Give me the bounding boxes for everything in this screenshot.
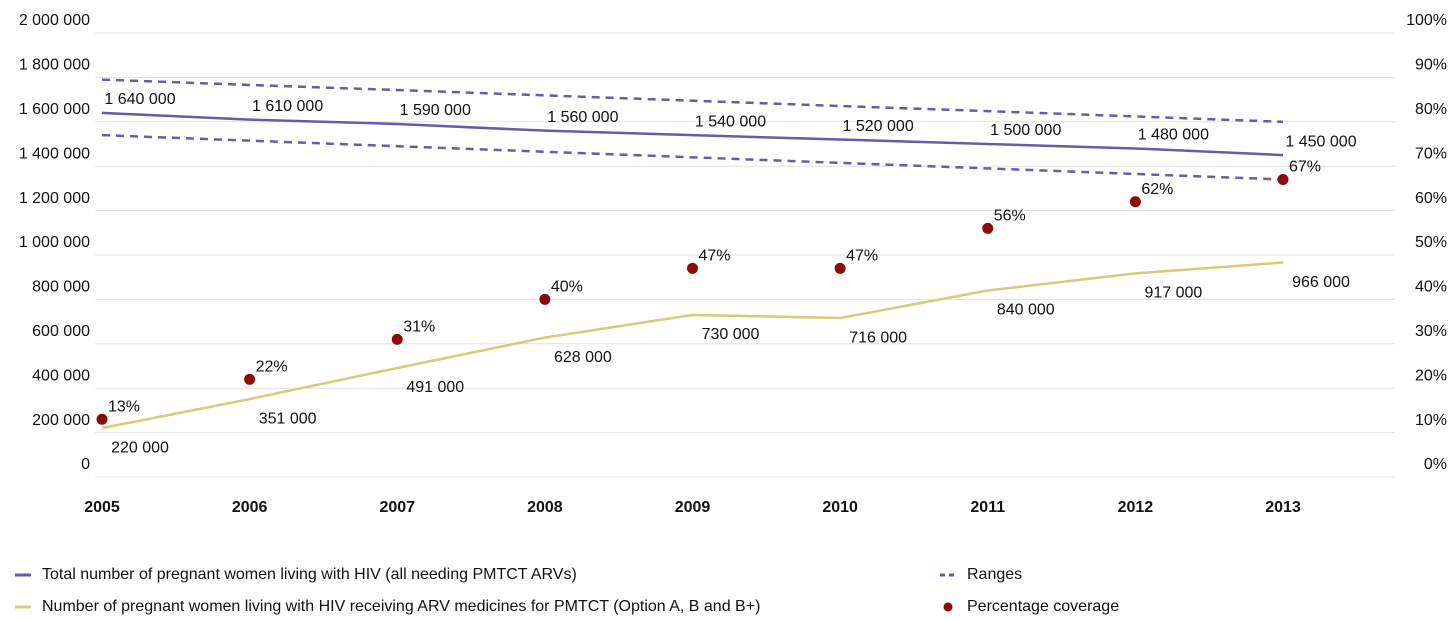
legend-marker bbox=[943, 602, 953, 612]
data-label: 40% bbox=[551, 279, 583, 296]
data-label: 628 000 bbox=[554, 349, 612, 366]
data-label: 22% bbox=[256, 359, 288, 376]
data-label: 62% bbox=[1141, 181, 1173, 198]
data-label: 1 500 000 bbox=[990, 122, 1061, 139]
data-label: 1 560 000 bbox=[547, 109, 618, 126]
data-label: 47% bbox=[699, 248, 731, 265]
y2-tick-label: 40% bbox=[1415, 279, 1447, 296]
x-tick-label: 2012 bbox=[1118, 499, 1154, 516]
x-tick-label: 2010 bbox=[822, 499, 858, 516]
data-label: 1 590 000 bbox=[400, 102, 471, 119]
legend-label: Percentage coverage bbox=[967, 598, 1119, 615]
y-tick-label: 1 400 000 bbox=[19, 145, 90, 162]
series-line bbox=[101, 261, 1284, 430]
legend-label: Ranges bbox=[967, 566, 1022, 583]
x-tick-label: 2007 bbox=[379, 499, 415, 516]
coverage-point bbox=[1129, 196, 1141, 208]
y2-tick-label: 0% bbox=[1424, 456, 1447, 473]
coverage-point bbox=[982, 222, 994, 234]
series-line bbox=[101, 111, 1284, 157]
y2-tick-label: 20% bbox=[1415, 367, 1447, 384]
coverage-point bbox=[1277, 174, 1289, 186]
x-tick-label: 2009 bbox=[675, 499, 711, 516]
legend-label: Number of pregnant women living with HIV… bbox=[42, 598, 760, 615]
x-tick-label: 2011 bbox=[970, 499, 1005, 516]
range-line bbox=[101, 78, 1284, 124]
data-label: 1 610 000 bbox=[252, 98, 323, 115]
range-line bbox=[101, 133, 1284, 181]
y2-tick-label: 30% bbox=[1415, 323, 1447, 340]
y-tick-label: 800 000 bbox=[32, 279, 90, 296]
data-label: 220 000 bbox=[111, 439, 169, 456]
data-label: 1 520 000 bbox=[843, 118, 914, 135]
legend-label: Total number of pregnant women living wi… bbox=[42, 566, 577, 583]
y-tick-label: 200 000 bbox=[32, 412, 90, 429]
coverage-point bbox=[391, 333, 403, 345]
data-label: 47% bbox=[846, 248, 878, 265]
y2-tick-label: 50% bbox=[1415, 234, 1447, 251]
data-label: 1 480 000 bbox=[1138, 127, 1209, 144]
y-tick-label: 1 000 000 bbox=[19, 234, 90, 251]
y-tick-label: 0 bbox=[81, 456, 90, 473]
coverage-point bbox=[244, 373, 256, 385]
data-label: 491 000 bbox=[406, 379, 464, 396]
data-label: 13% bbox=[108, 398, 140, 415]
x-tick-label: 2008 bbox=[527, 499, 563, 516]
y2-tick-label: 80% bbox=[1415, 101, 1447, 118]
data-label: 1 640 000 bbox=[104, 91, 175, 108]
data-label: 351 000 bbox=[259, 410, 317, 427]
data-label: 730 000 bbox=[702, 326, 760, 343]
data-label: 31% bbox=[403, 319, 435, 336]
y-tick-label: 1 200 000 bbox=[19, 190, 90, 207]
data-label: 1 450 000 bbox=[1285, 133, 1356, 150]
y-tick-label: 2 000 000 bbox=[19, 12, 90, 29]
data-label: 1 540 000 bbox=[695, 113, 766, 130]
y-tick-label: 400 000 bbox=[32, 367, 90, 384]
data-label: 56% bbox=[994, 208, 1026, 225]
y-tick-label: 1 800 000 bbox=[19, 57, 90, 74]
y-tick-label: 600 000 bbox=[32, 323, 90, 340]
y2-tick-label: 60% bbox=[1415, 190, 1447, 207]
y2-tick-label: 90% bbox=[1415, 57, 1447, 74]
coverage-point bbox=[687, 262, 698, 274]
coverage-point bbox=[96, 413, 108, 425]
y-tick-label: 1 600 000 bbox=[19, 101, 90, 118]
data-label: 67% bbox=[1289, 159, 1321, 176]
data-label: 716 000 bbox=[849, 329, 907, 346]
y2-tick-label: 100% bbox=[1406, 12, 1447, 29]
x-tick-label: 2006 bbox=[232, 499, 268, 516]
y2-tick-label: 10% bbox=[1415, 412, 1447, 429]
data-label: 917 000 bbox=[1144, 285, 1202, 302]
y2-tick-label: 70% bbox=[1415, 145, 1447, 162]
data-label: 840 000 bbox=[997, 302, 1055, 319]
data-label: 966 000 bbox=[1292, 274, 1350, 291]
x-tick-label: 2013 bbox=[1265, 499, 1301, 516]
coverage-point bbox=[539, 293, 551, 305]
x-tick-label: 2005 bbox=[84, 499, 120, 516]
coverage-point bbox=[834, 262, 846, 274]
